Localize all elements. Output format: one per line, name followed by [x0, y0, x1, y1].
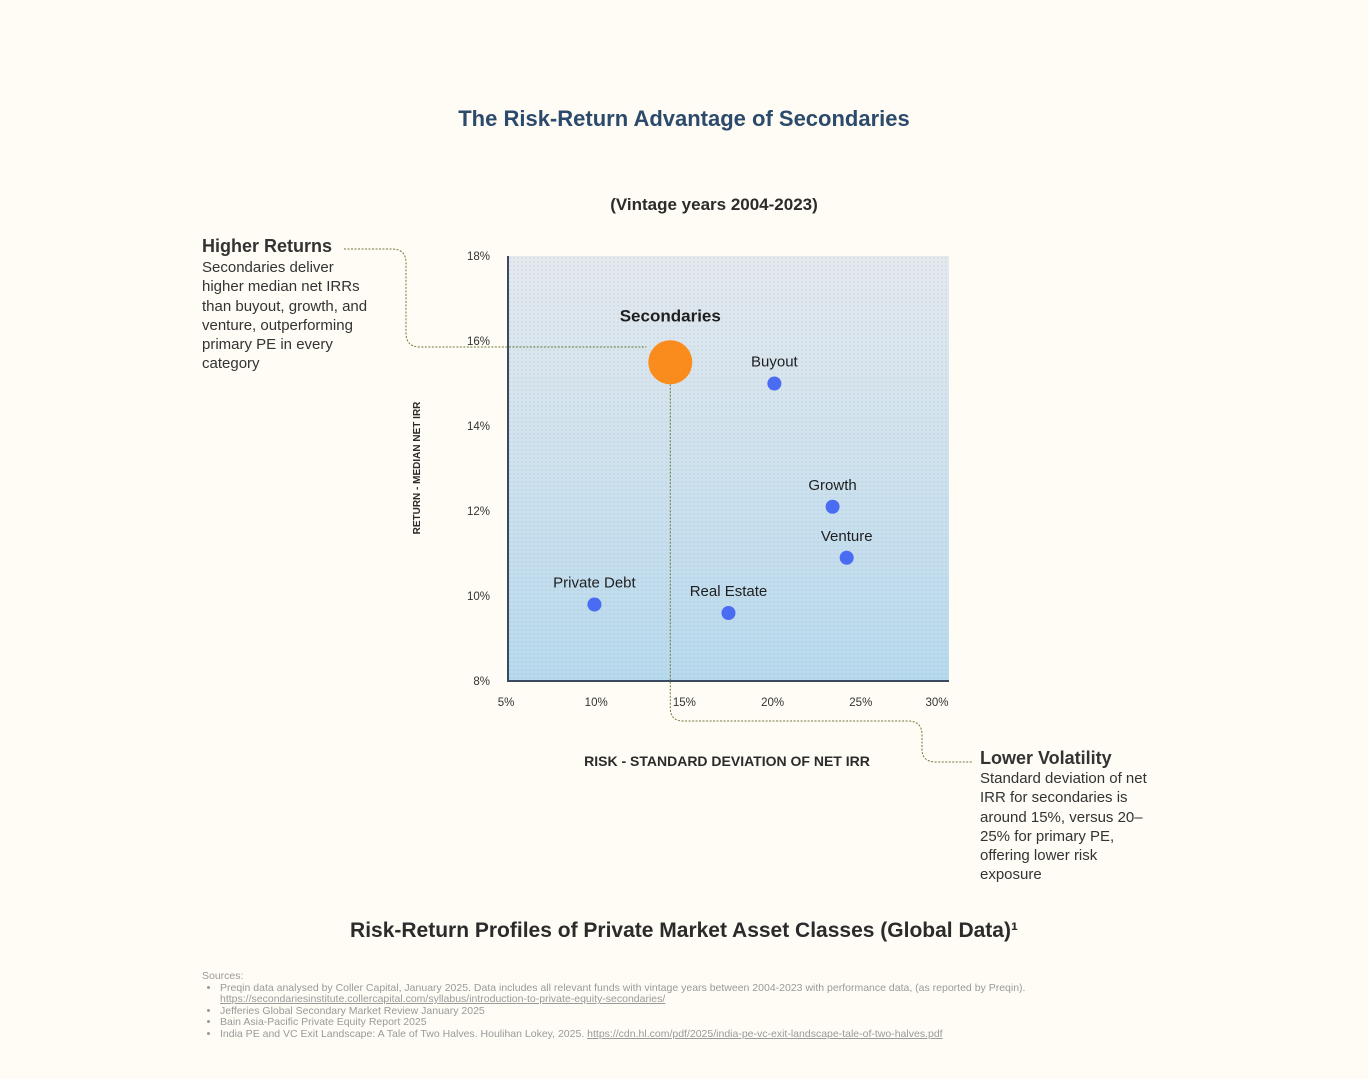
- real-estate-point: [721, 606, 736, 620]
- source-text: Preqin data analysed by Coller Capital, …: [220, 981, 1026, 994]
- source-item: Preqin data analysed by Coller Capital, …: [220, 981, 1202, 1006]
- y-axis-label: RETURN - MEDIAN NET IRR: [412, 401, 423, 535]
- chart-subtitle: (Vintage years 2004-2023): [610, 195, 818, 214]
- source-item: Jefferies Global Secondary Market Review…: [220, 1004, 1202, 1018]
- source-link[interactable]: https://secondariesinstitute.collercapit…: [220, 993, 666, 1006]
- growth-label: Growth: [808, 477, 856, 494]
- lower-volatility-heading: Lower Volatility: [980, 748, 1112, 768]
- x-tick-label: 10%: [585, 697, 608, 709]
- source-text: Jefferies Global Secondary Market Review…: [220, 1004, 485, 1017]
- source-item: India PE and VC Exit Landscape: A Tale o…: [220, 1027, 1202, 1041]
- y-tick-label: 10%: [467, 591, 490, 603]
- x-tick-label: 15%: [673, 697, 696, 709]
- x-tick-label: 5%: [498, 697, 515, 709]
- source-text: Bain Asia-Pacific Private Equity Report …: [220, 1016, 427, 1029]
- sources-list: Preqin data analysed by Coller Capital, …: [202, 981, 1202, 1041]
- lower-volatility-text: Standard deviation of net IRR for second…: [980, 770, 1147, 884]
- lower-volatility-leader-line: [669, 384, 973, 763]
- y-tick-label: 14%: [467, 421, 490, 433]
- y-tick-label: 16%: [467, 336, 490, 348]
- source-link[interactable]: https://cdn.hl.com/pdf/2025/india-pe-vc-…: [587, 1027, 943, 1040]
- growth-point: [825, 499, 840, 514]
- y-tick-label: 18%: [467, 251, 490, 263]
- private-debt-label: Private Debt: [553, 575, 636, 592]
- source-item: Bain Asia-Pacific Private Equity Report …: [220, 1017, 1202, 1029]
- y-tick-label: 12%: [467, 506, 490, 518]
- higher-returns-heading: Higher Returns: [202, 236, 333, 256]
- sources-label: Sources: [202, 970, 241, 982]
- chart-title: The Risk-Return Advantage of Secondaries: [458, 106, 910, 131]
- source-text: India PE and VC Exit Landscape: A Tale o…: [220, 1027, 588, 1040]
- x-tick-label: 20%: [761, 697, 784, 709]
- buyout-point: [767, 376, 782, 391]
- private-debt-point: [587, 597, 602, 612]
- footer-title: Risk-Return Profiles of Private Market A…: [350, 919, 1018, 942]
- higher-returns-text: Secondaries deliver higher median net IR…: [202, 259, 368, 373]
- higher-returns-leader-line: [344, 248, 647, 348]
- x-tick-label: 30%: [925, 697, 948, 709]
- venture-point: [839, 550, 854, 565]
- sources-block: Sources: Preqin data analysed by Coller …: [202, 970, 1202, 1041]
- real-estate-label: Real Estate: [690, 583, 768, 600]
- secondaries-label: Secondaries: [620, 306, 721, 325]
- x-axis-label: RISK - STANDARD DEVIATION OF NET IRR: [584, 753, 870, 769]
- y-tick-label: 8%: [473, 676, 490, 688]
- x-tick-label: 25%: [849, 697, 872, 709]
- venture-label: Venture: [821, 528, 873, 545]
- buyout-label: Buyout: [751, 354, 799, 371]
- secondaries-point: [648, 340, 693, 385]
